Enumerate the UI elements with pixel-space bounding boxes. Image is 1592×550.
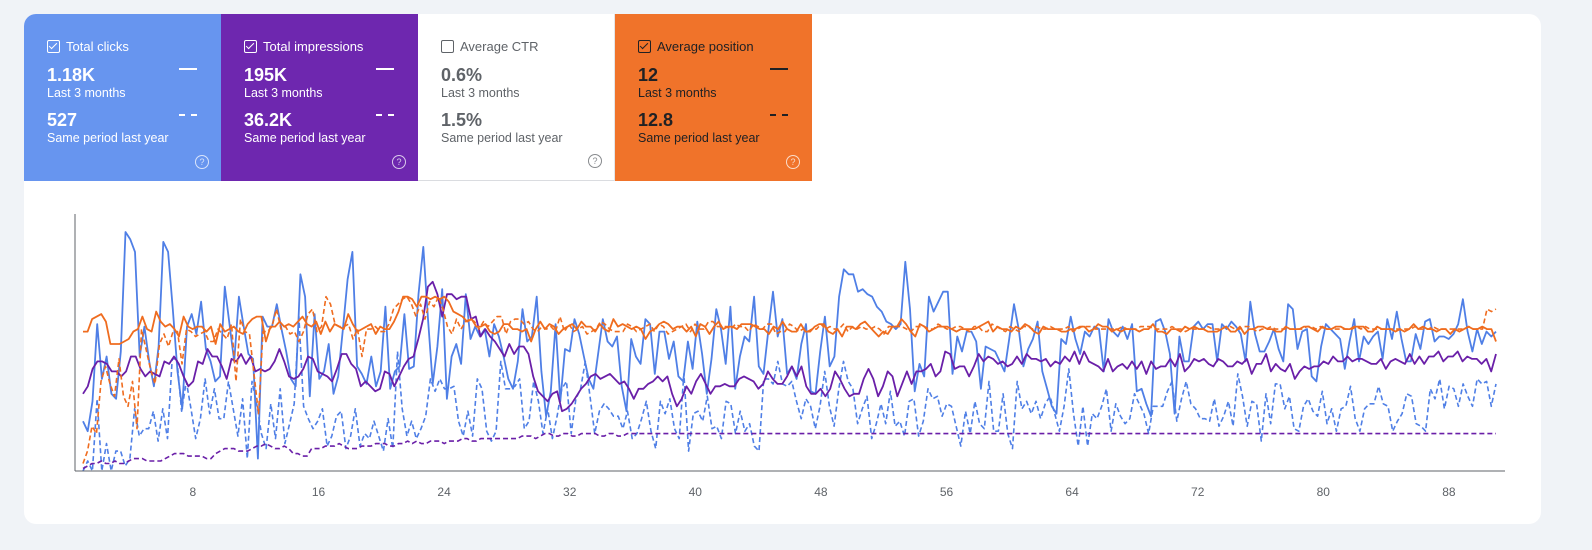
checkbox-checked-icon[interactable] <box>638 39 651 53</box>
label-current: Last 3 months <box>441 86 520 100</box>
label-previous: Same period last year <box>638 131 760 145</box>
card-header: Total clicks <box>47 38 221 54</box>
label-previous: Same period last year <box>244 131 366 145</box>
solid-line-icon <box>376 68 394 70</box>
checkbox-checked-icon[interactable] <box>244 39 257 53</box>
solid-line-icon <box>179 68 197 70</box>
value-current: 195K <box>244 65 288 85</box>
performance-chart[interactable]: 8 16 24 32 40 48 56 64 72 80 88 <box>24 14 1541 524</box>
card-average-ctr[interactable]: Average CTR 0.6% Last 3 months 1.5% Same… <box>418 14 615 181</box>
checkbox-checked-icon[interactable] <box>47 39 60 53</box>
value-previous: 1.5% <box>441 110 483 130</box>
card-total-impressions[interactable]: Total impressions 195K Last 3 months 36.… <box>221 14 418 181</box>
performance-panel: Total clicks 1.18K Last 3 months 527 Sam… <box>24 14 1541 524</box>
label-current: Last 3 months <box>244 86 323 100</box>
help-icon[interactable]: ? <box>786 155 800 169</box>
series-layer <box>82 231 1497 472</box>
help-icon[interactable]: ? <box>195 155 209 169</box>
x-tick-label: 80 <box>1317 485 1331 499</box>
checkbox-unchecked-icon[interactable] <box>441 39 454 53</box>
card-title: Total impressions <box>263 38 364 54</box>
series-line-position_current[interactable] <box>83 295 1497 345</box>
x-tick-label: 40 <box>689 485 703 499</box>
value-current: 12 <box>638 65 659 85</box>
series-line-impressions_current[interactable] <box>82 280 1497 413</box>
card-average-position[interactable]: Average position 12 Last 3 months 12.8 S… <box>615 14 812 181</box>
label-current: Last 3 months <box>638 86 717 100</box>
dashed-line-icon <box>179 114 197 116</box>
x-tick-label: 32 <box>563 485 577 499</box>
value-previous: 12.8 <box>638 110 674 130</box>
x-tick-label: 72 <box>1191 485 1205 499</box>
dashed-line-icon <box>376 114 394 116</box>
card-title: Average CTR <box>460 38 539 54</box>
card-header: Total impressions <box>244 38 418 54</box>
x-tick-label: 24 <box>437 485 451 499</box>
value-previous: 36.2K <box>244 110 293 130</box>
label-previous: Same period last year <box>47 131 169 145</box>
help-icon[interactable]: ? <box>392 155 406 169</box>
series-line-impressions_previous[interactable] <box>82 432 1496 470</box>
card-title: Average position <box>657 38 754 54</box>
x-tick-label: 64 <box>1065 485 1079 499</box>
solid-line-icon <box>770 68 788 70</box>
series-line-clicks_previous[interactable] <box>82 315 1497 472</box>
help-icon[interactable]: ? <box>588 154 602 168</box>
dashed-line-icon <box>770 114 788 116</box>
card-total-clicks[interactable]: Total clicks 1.18K Last 3 months 527 Sam… <box>24 14 221 181</box>
series-line-clicks_current[interactable] <box>82 231 1497 460</box>
x-tick-label: 8 <box>190 485 197 499</box>
card-header: Average CTR <box>441 38 614 54</box>
metric-cards: Total clicks 1.18K Last 3 months 527 Sam… <box>24 14 812 181</box>
value-current: 0.6% <box>441 65 483 85</box>
x-tick-labels: 8 16 24 32 40 48 56 64 72 80 88 <box>190 485 1456 499</box>
value-current: 1.18K <box>47 65 96 85</box>
value-previous: 527 <box>47 110 78 130</box>
x-tick-label: 88 <box>1442 485 1456 499</box>
card-header: Average position <box>638 38 812 54</box>
label-previous: Same period last year <box>441 131 563 145</box>
card-title: Total clicks <box>66 38 129 54</box>
x-tick-label: 56 <box>940 485 954 499</box>
label-current: Last 3 months <box>47 86 126 100</box>
x-tick-label: 48 <box>814 485 828 499</box>
x-tick-label: 16 <box>312 485 326 499</box>
series-line-position_previous[interactable] <box>82 295 1497 464</box>
